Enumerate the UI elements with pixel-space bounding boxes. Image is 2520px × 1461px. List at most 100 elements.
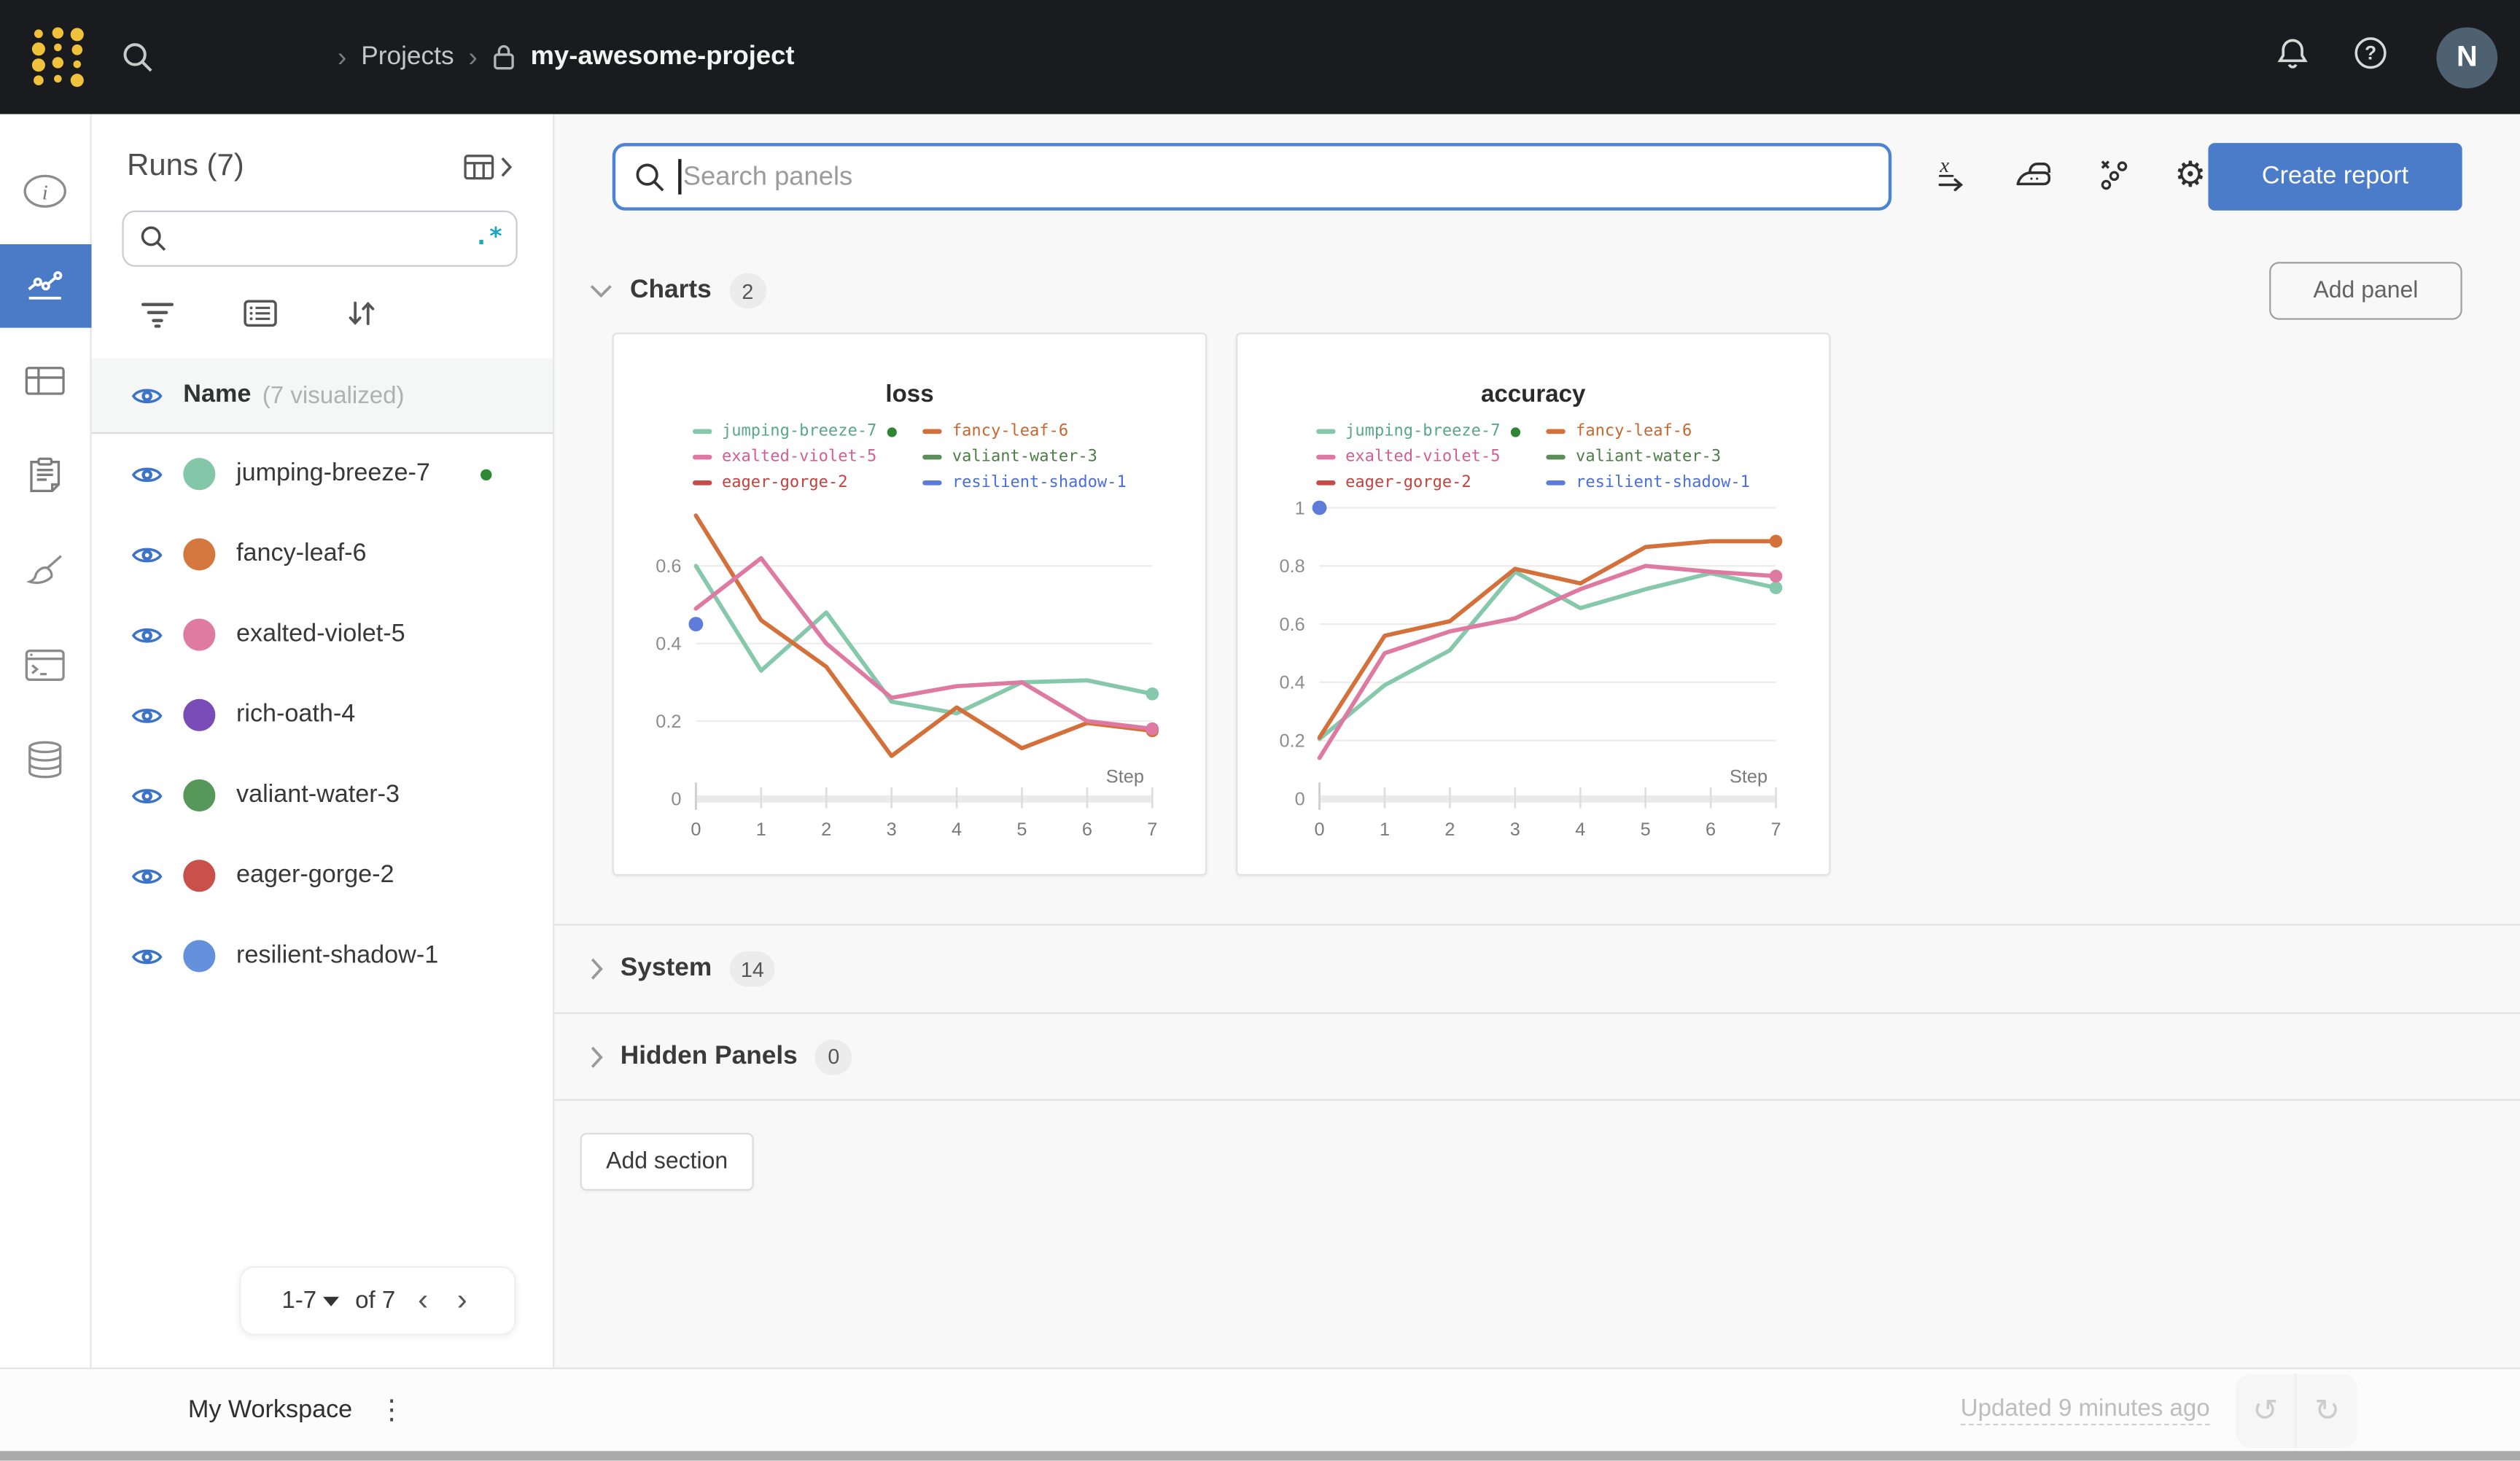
runs-visualized-count: (7 visualized): [262, 381, 405, 409]
panel-card-loss[interactable]: loss jumping-breeze-7 fancy-leaf-6 exalted…: [612, 332, 1208, 876]
panel-legend: jumping-breeze-7 fancy-leaf-6 exalted-viol…: [1237, 419, 1829, 495]
svg-text:1: 1: [1380, 819, 1390, 840]
section-charts-label[interactable]: Charts: [630, 276, 712, 304]
user-avatar[interactable]: N: [2436, 26, 2498, 88]
svg-text:1: 1: [756, 819, 766, 840]
panel-legend: jumping-breeze-7 fancy-leaf-6 exalted-viol…: [614, 419, 1205, 495]
prev-page-button[interactable]: ‹: [418, 1284, 429, 1318]
visibility-eye-icon[interactable]: [131, 385, 163, 406]
run-name-label[interactable]: rich-oath-4: [236, 700, 356, 728]
nav-artifacts-database-icon[interactable]: [0, 718, 91, 802]
panel-search-icon: [633, 160, 666, 202]
run-color-dot: [183, 860, 216, 892]
svg-text:2: 2: [821, 819, 831, 840]
run-name-label[interactable]: resilient-shadow-1: [236, 941, 439, 970]
run-row[interactable]: resilient-shadow-1: [92, 916, 553, 996]
breadcrumb-projects-link[interactable]: Projects: [361, 42, 454, 70]
filter-funnel-icon[interactable]: [140, 300, 175, 335]
runs-table-expand-icon[interactable]: [463, 152, 515, 182]
runs-list: jumping-breeze-7 fancy-leaf-6 exalted-viol…: [92, 434, 553, 996]
visibility-eye-icon[interactable]: [131, 544, 163, 565]
visibility-eye-icon[interactable]: [131, 785, 163, 806]
runs-search-input[interactable]: [122, 210, 518, 267]
legend-item[interactable]: jumping-breeze-7: [693, 419, 898, 443]
legend-item[interactable]: eager-gorge-2: [693, 471, 898, 495]
next-page-button[interactable]: ›: [456, 1284, 467, 1318]
run-color-dot: [183, 940, 216, 973]
nav-workspace-charts-icon[interactable]: [0, 244, 91, 328]
horizontal-scrollbar[interactable]: [0, 1451, 2520, 1461]
nav-logs-clipboard-icon[interactable]: [0, 434, 91, 518]
wandb-logo-icon[interactable]: [26, 22, 90, 93]
page-total-label: of 7: [355, 1287, 396, 1314]
section-hidden-panels[interactable]: Hidden Panels 0: [554, 1012, 2520, 1101]
add-section-button[interactable]: Add section: [580, 1132, 754, 1191]
last-updated-label[interactable]: Updated 9 minutes ago: [1960, 1395, 2210, 1426]
page-range-dropdown[interactable]: 1-7: [281, 1287, 340, 1314]
nav-terminal-icon[interactable]: [0, 623, 91, 707]
nav-sweeps-broom-icon[interactable]: [0, 529, 91, 612]
legend-item[interactable]: fancy-leaf-6: [923, 419, 1127, 443]
outliers-scatter-icon[interactable]: [2097, 155, 2131, 199]
chevron-down-icon[interactable]: [588, 283, 614, 299]
section-system[interactable]: System 14: [554, 924, 2520, 1012]
visibility-eye-icon[interactable]: [131, 865, 163, 887]
regex-toggle-icon[interactable]: .*: [474, 222, 503, 251]
legend-item[interactable]: resilient-shadow-1: [1547, 471, 1750, 495]
run-row[interactable]: eager-gorge-2: [92, 835, 553, 916]
legend-item[interactable]: jumping-breeze-7: [1316, 419, 1522, 443]
run-name-label[interactable]: valiant-water-3: [236, 781, 400, 809]
svg-text:0: 0: [691, 819, 701, 840]
legend-item[interactable]: valiant-water-3: [923, 445, 1127, 470]
legend-swatch: [1547, 454, 1566, 460]
chevron-right-icon: [588, 956, 604, 981]
visibility-eye-icon[interactable]: [131, 946, 163, 967]
run-row[interactable]: jumping-breeze-7: [92, 434, 553, 514]
legend-item[interactable]: eager-gorge-2: [1316, 471, 1521, 495]
x-axis-settings-icon[interactable]: x: [1935, 153, 1970, 199]
legend-swatch: [1547, 480, 1566, 486]
workspace-settings-gear-icon[interactable]: ⚙: [2174, 155, 2206, 196]
legend-label: fancy-leaf-6: [1576, 422, 1692, 440]
run-name-label[interactable]: eager-gorge-2: [236, 861, 394, 889]
help-icon[interactable]: ?: [2352, 34, 2390, 80]
run-row[interactable]: exalted-violet-5: [92, 595, 553, 675]
global-search-icon[interactable]: [119, 38, 158, 77]
legend-item[interactable]: exalted-violet-5: [693, 445, 898, 470]
nav-runs-table-icon[interactable]: [0, 339, 91, 423]
legend-label: eager-gorge-2: [1345, 474, 1471, 492]
visibility-eye-icon[interactable]: [131, 704, 163, 725]
undo-button[interactable]: ↺: [2236, 1373, 2297, 1447]
redo-button[interactable]: ↻: [2314, 1392, 2341, 1428]
legend-item[interactable]: valiant-water-3: [1547, 445, 1750, 470]
legend-item[interactable]: resilient-shadow-1: [923, 471, 1127, 495]
sort-icon[interactable]: [346, 299, 378, 336]
run-row[interactable]: valiant-water-3: [92, 755, 553, 835]
svg-text:0: 0: [671, 789, 681, 809]
run-row[interactable]: fancy-leaf-6: [92, 514, 553, 594]
run-color-dot: [183, 538, 216, 571]
workspace-menu-kebab-icon[interactable]: ⋮: [378, 1394, 405, 1427]
legend-item[interactable]: exalted-violet-5: [1316, 445, 1521, 470]
notifications-bell-icon[interactable]: [2274, 34, 2311, 79]
grouping-list-icon[interactable]: [243, 299, 278, 336]
chevron-right-icon: [588, 1044, 604, 1070]
panel-title: loss: [885, 381, 934, 408]
run-name-label[interactable]: jumping-breeze-7: [236, 459, 430, 487]
run-row[interactable]: rich-oath-4: [92, 675, 553, 755]
visibility-eye-icon[interactable]: [131, 624, 163, 645]
text-cursor: [678, 159, 681, 195]
runs-search-icon: [139, 223, 169, 262]
legend-item[interactable]: fancy-leaf-6: [1547, 419, 1750, 443]
panel-search-input[interactable]: [612, 143, 1892, 211]
run-name-label[interactable]: fancy-leaf-6: [236, 539, 367, 568]
nav-overview-info-icon[interactable]: i: [0, 149, 91, 233]
create-report-button[interactable]: Create report: [2208, 143, 2462, 211]
workspace-name-label[interactable]: My Workspace: [187, 1395, 353, 1423]
panel-card-accuracy[interactable]: accuracy jumping-breeze-7 fancy-leaf-6 exa…: [1235, 332, 1831, 876]
breadcrumb-project-name[interactable]: my-awesome-project: [530, 42, 795, 71]
add-panel-button[interactable]: Add panel: [2269, 262, 2462, 320]
run-name-label[interactable]: exalted-violet-5: [236, 620, 405, 648]
visibility-eye-icon[interactable]: [131, 464, 163, 485]
smoothing-iron-icon[interactable]: [2014, 155, 2054, 199]
